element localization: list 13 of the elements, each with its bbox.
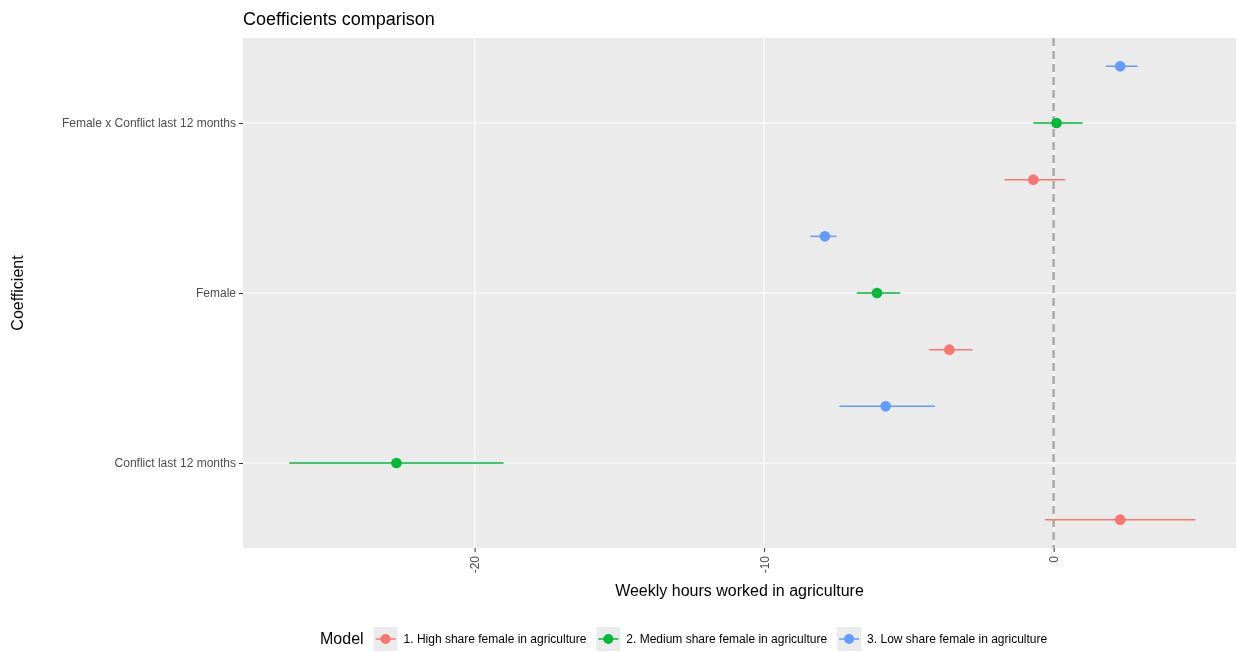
y-tick-label: Conflict last 12 months — [114, 456, 236, 471]
x-tick-label: -10 — [757, 555, 772, 574]
x-tick-label: -20 — [468, 555, 483, 574]
chart-title: Coefficients comparison — [243, 9, 435, 29]
x-tick-label: 0 — [1047, 555, 1062, 563]
legend-label: 2. Medium share female in agriculture — [626, 632, 828, 646]
legend-label: 1. High share female in agriculture — [403, 632, 587, 646]
y-tick-label: Female — [195, 286, 237, 301]
y-tick-label: Female x Conflict last 12 months — [61, 116, 236, 131]
legend-label: 3. Low share female in agriculture — [867, 632, 1048, 646]
x-axis-title: Weekly hours worked in agriculture — [615, 582, 864, 599]
y-axis-title: Coefficient — [9, 254, 26, 331]
legend-title: Model — [320, 630, 364, 647]
